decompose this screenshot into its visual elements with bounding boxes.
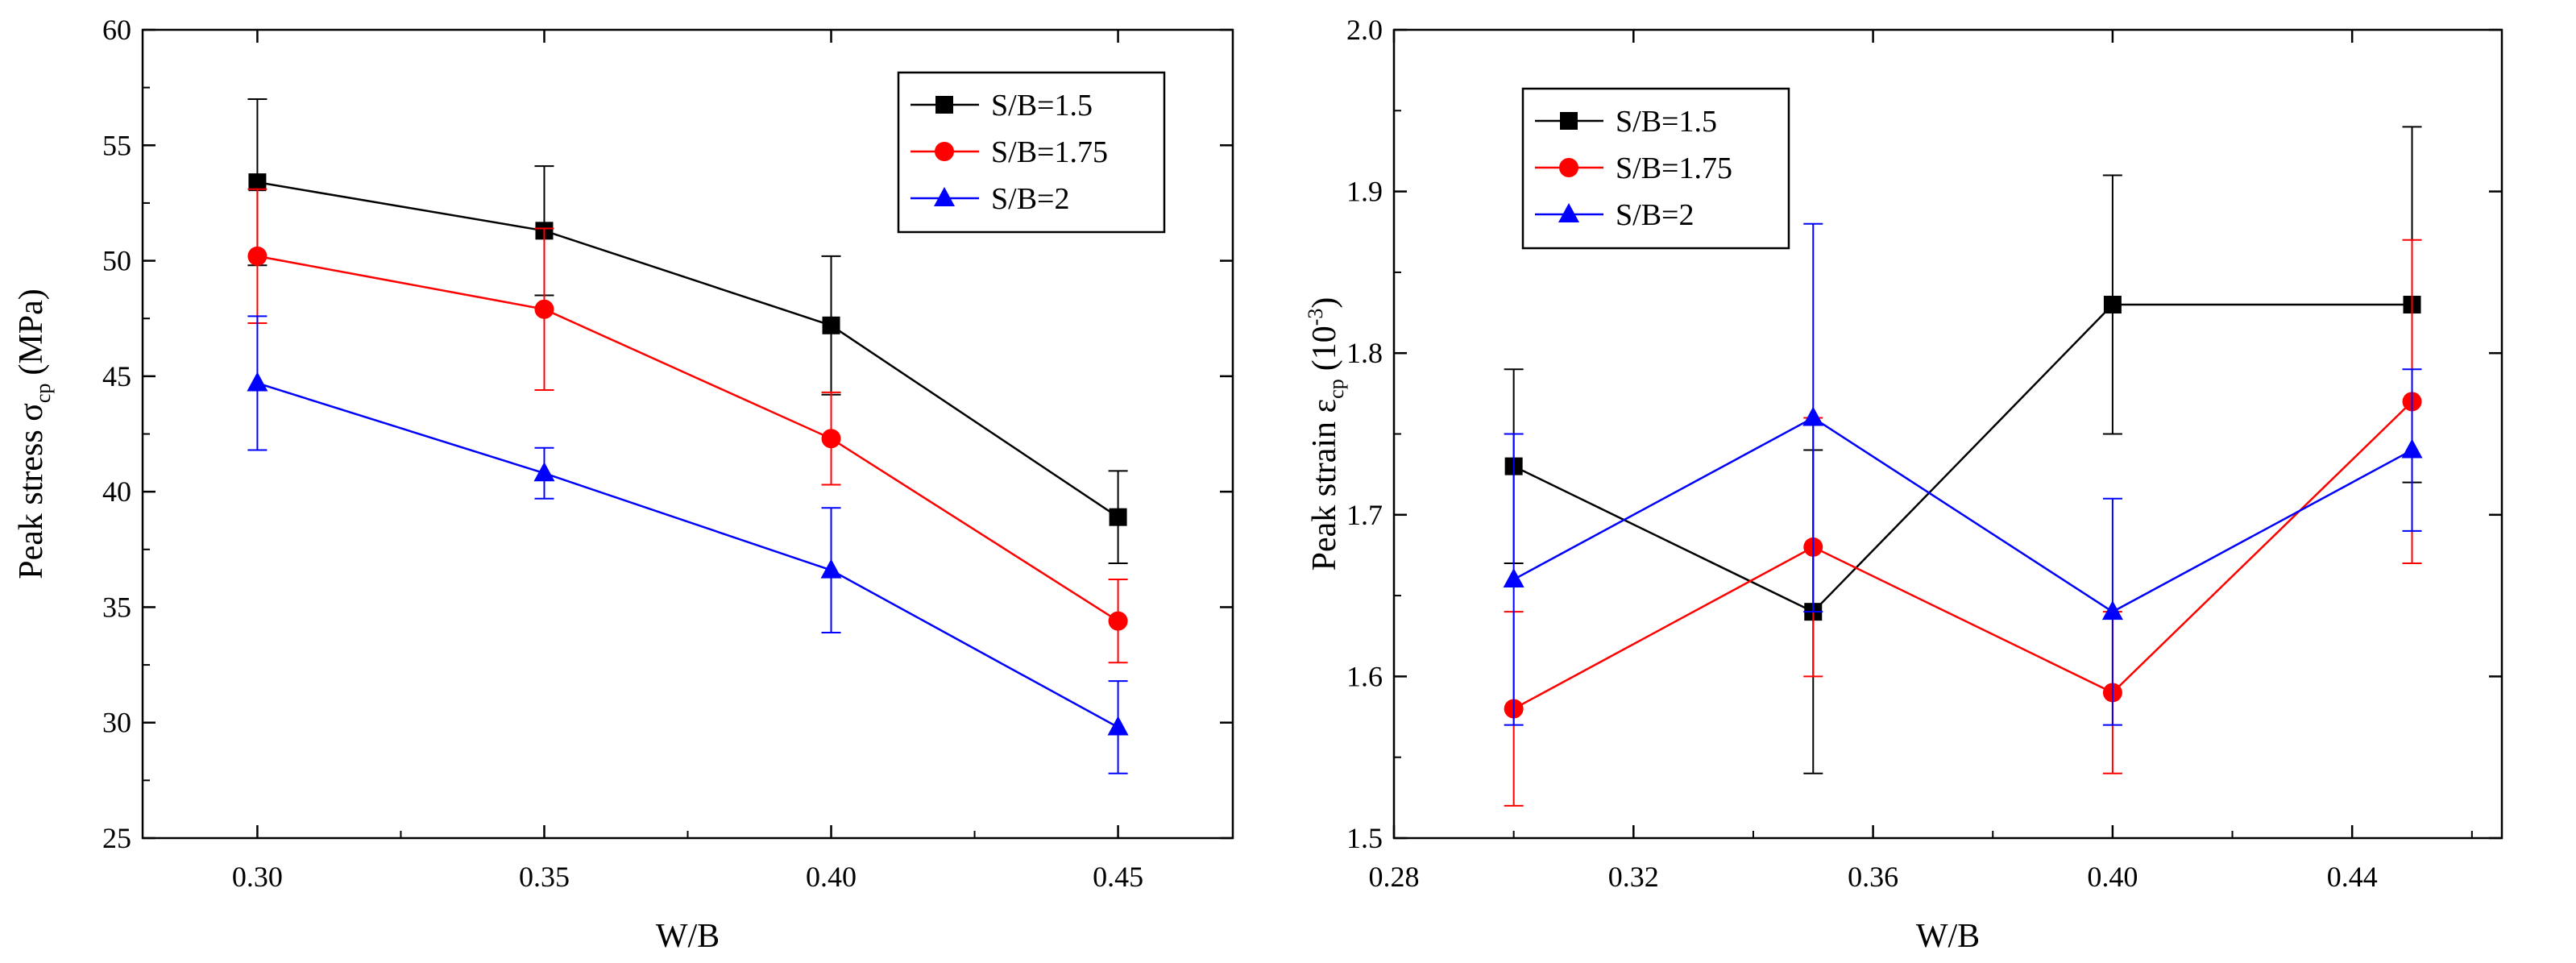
data-point: [533, 462, 555, 482]
data-point: [247, 246, 268, 266]
series-line: [1513, 401, 2413, 710]
legend-label: S/B=2: [991, 182, 1069, 216]
x-tick-label: 0.36: [1848, 861, 1898, 893]
data-point: [820, 558, 842, 579]
y-tick-label: 50: [102, 245, 131, 277]
legend-marker: [1560, 112, 1578, 130]
y-axis-label: Peak strain εcp (10-3): [1304, 297, 1348, 571]
x-tick-label: 0.45: [1093, 861, 1143, 893]
series-0: [1504, 126, 2422, 774]
y-axis-label-unit: (MPa): [13, 288, 50, 375]
legend: S/B=1.5 S/B=1.75 S/B=2: [1521, 87, 1790, 250]
x-tick-label: 0.35: [519, 861, 570, 893]
y-tick-label: 1.5: [1346, 822, 1383, 854]
data-point: [1108, 611, 1128, 631]
y-axis-label-main: Peak strain ε: [1306, 399, 1343, 571]
strain-chart: 0.28 0.32 0.36 0.40 0.44 1.5 1.6 1.7 1.8 1.9 2.0 W/…: [1304, 14, 2503, 955]
y-tick-label: 2.0: [1346, 14, 1383, 46]
legend-label: S/B=1.5: [991, 89, 1093, 122]
data-point: [1107, 716, 1129, 736]
y-axis-label: Peak stress σcp (MPa): [13, 288, 55, 579]
y-tick-label: 45: [102, 360, 131, 392]
series-line: [1513, 303, 2412, 613]
y-tick-label: 55: [102, 129, 131, 161]
data-point: [534, 299, 554, 319]
y-tick-label: 30: [102, 707, 131, 739]
legend-label: S/B=2: [1616, 198, 1694, 232]
series-2: [1503, 222, 2423, 726]
series-line: [257, 382, 1119, 728]
data-point: [1109, 508, 1127, 526]
y-tick-label: 25: [102, 822, 131, 854]
data-point: [822, 316, 840, 334]
series-line: [257, 181, 1119, 518]
data-point: [247, 372, 268, 392]
y-tick-label: 1.6: [1346, 660, 1383, 692]
y-tick-label: 1.7: [1346, 499, 1383, 531]
legend: S/B=1.5 S/B=1.75 S/B=2: [897, 71, 1166, 234]
data-point: [1802, 406, 1824, 426]
data-point: [821, 429, 841, 449]
y-tick-label: 60: [102, 14, 131, 46]
series-1: [247, 188, 1128, 664]
legend-marker: [935, 96, 953, 114]
data-point: [2101, 600, 2123, 621]
data-point: [2103, 296, 2122, 314]
legend-label: S/B=1.75: [991, 135, 1108, 169]
y-axis-label-superscript: -3: [1304, 309, 1327, 326]
x-tick-label: 0.30: [232, 861, 283, 893]
y-tick-label: 40: [102, 475, 131, 508]
data-point: [1503, 568, 1524, 588]
series-2: [247, 315, 1129, 774]
x-axis-label: W/B: [1916, 918, 1980, 955]
x-tick-label: 0.40: [2087, 861, 2138, 893]
x-tick-label: 0.40: [806, 861, 857, 893]
y-axis-label-main: Peak stress σ: [13, 403, 50, 579]
y-axis-label-close: ): [1306, 297, 1343, 309]
y-axis-label-subscript: cp: [31, 384, 55, 404]
legend-label: S/B=1.75: [1616, 152, 1732, 185]
x-axis-label: W/B: [656, 918, 720, 955]
data-point: [2401, 438, 2423, 459]
y-tick-label: 35: [102, 591, 131, 623]
y-axis-label-unit: (10: [1306, 326, 1343, 371]
stress-chart: 0.30 0.35 0.40 0.45 25 30 35 40 45 50 55 60 W/B Peak …: [13, 14, 1234, 955]
legend-marker: [934, 187, 955, 206]
legend-marker: [935, 142, 954, 161]
x-tick-label: 0.32: [1608, 861, 1659, 893]
y-tick-label: 1.8: [1346, 337, 1383, 369]
legend-marker: [1558, 203, 1579, 222]
y-tick-label: 1.9: [1346, 176, 1383, 208]
series-line: [257, 255, 1119, 622]
legend-marker: [1559, 158, 1578, 177]
y-axis-label-subscript: cp: [1325, 379, 1348, 399]
data-point: [248, 173, 267, 192]
x-tick-label: 0.28: [1369, 861, 1420, 893]
x-tick-label: 0.44: [2327, 861, 2378, 893]
series-line: [1513, 416, 2413, 613]
legend-label: S/B=1.5: [1616, 105, 1717, 139]
